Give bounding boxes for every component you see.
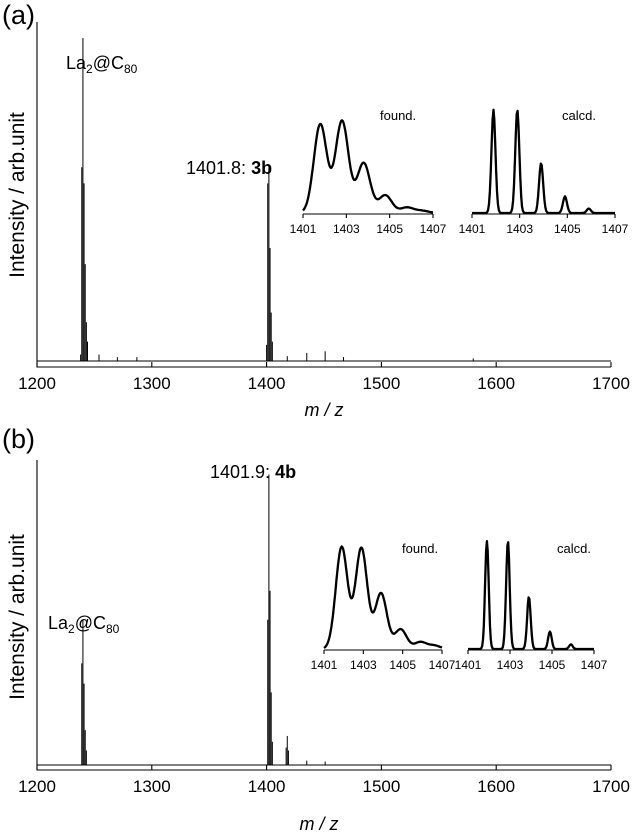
panel-b: (b) Intensity / arb.unit m / z 1200 1300 1… (2, 424, 630, 834)
panel-a-inset-calcd-tick-label-1405: 1405 (554, 222, 581, 236)
panel-b-xtick-label-1700: 1700 (592, 777, 630, 796)
panel-b-peak-compound: 4b (275, 462, 296, 482)
panel-a-peak-compound: 3b (251, 158, 272, 178)
panel-b-xtick-label-1200: 1200 (18, 777, 56, 796)
panel-b-peak-label: 1401.9: 4b (210, 462, 296, 482)
panel-b-inset-calcd-title: calcd. (557, 541, 591, 556)
panel-b-inset-found-tick-label-1403: 1403 (350, 658, 377, 672)
panel-a-inset-calcd-tick-label-1403: 1403 (506, 222, 533, 236)
panel-a-inset-calcd-title: calcd. (562, 108, 596, 123)
panel-b-inset-calcd-tick-label-1401: 1401 (455, 658, 482, 672)
panel-b-ylabel: Intensity / arb.unit (6, 534, 29, 700)
panel-b-la2c80-sub2: 2 (68, 622, 75, 636)
panel-a-label: (a) (2, 0, 35, 30)
panel-b-inset-found-tick-label-1401: 1401 (311, 658, 338, 672)
panel-a-inset-calcd-trace (471, 108, 616, 215)
panel-b-xtick-label-1400: 1400 (248, 777, 286, 796)
panel-b-peak-prefix: 1401.9: (210, 462, 275, 482)
panel-a-xlabel: m / z (305, 400, 344, 420)
panel-b-la2c80-atc: @C (75, 613, 106, 633)
panel-b-xtick-label-1500: 1500 (362, 777, 400, 796)
panel-b-inset-calcd-trace (467, 539, 595, 651)
panel-a-la2c80-la: La (66, 53, 87, 73)
panel-a-inset-found-tick-label-1407: 1407 (420, 222, 447, 236)
panel-a-inset-calcd-tick-label-1401: 1401 (459, 222, 486, 236)
panel-a-inset-found-trace (302, 119, 434, 214)
panel-a: (a) Intensity / arb.unit m / z 1200 1300 1… (2, 0, 630, 420)
panel-a-inset-found-title: found. (380, 108, 416, 123)
panel-b-inset-found-trace (323, 545, 443, 649)
panel-a-peak-label: 1401.8: 3b (186, 158, 272, 178)
panel-b-xtick-label-1600: 1600 (477, 777, 515, 796)
panel-a-la2c80-label: La2@C80 (66, 53, 138, 76)
panel-a-xtick-label-1700: 1700 (592, 374, 630, 393)
panel-b-plot: 1200 1300 1400 1500 1600 1700 (18, 460, 630, 796)
panel-b-xtick-label-1300: 1300 (133, 777, 171, 796)
panel-b-inset-calcd: 1401 1403 1405 1407 (455, 539, 608, 672)
panel-b-axes (36, 460, 611, 771)
panel-b-inset-calcd-tick-label-1407: 1407 (581, 658, 608, 672)
panel-a-inset-found-tick-label-1403: 1403 (333, 222, 360, 236)
panel-a-xtick-label-1300: 1300 (133, 374, 171, 393)
panel-a-inset-calcd: 1401 1403 1405 1407 (459, 108, 629, 236)
panel-b-inset-found-tick-label-1405: 1405 (389, 658, 416, 672)
panel-a-la2c80-atc: @C (93, 53, 124, 73)
panel-b-inset-found-tick-label-1407: 1407 (429, 658, 456, 672)
panel-b-label: (b) (2, 424, 35, 454)
panel-b-inset-found: 1401 1403 1405 1407 (311, 545, 456, 672)
panel-a-inset-found-tick-label-1401: 1401 (290, 222, 317, 236)
panel-a-peak-prefix: 1401.8: (186, 158, 251, 178)
panel-b-xlabel: m / z (300, 814, 339, 834)
panel-b-la2c80-sub80: 80 (106, 622, 120, 636)
panel-a-xtick-label-1600: 1600 (477, 374, 515, 393)
panel-a-xtick-label-1400: 1400 (248, 374, 286, 393)
panel-a-xtick-label-1200: 1200 (18, 374, 56, 393)
panel-b-inset-found-title: found. (402, 541, 438, 556)
panel-a-ylabel: Intensity / arb.unit (6, 112, 29, 278)
panel-a-inset-calcd-tick-label-1407: 1407 (602, 222, 629, 236)
panel-a-xtick-label-1500: 1500 (362, 374, 400, 393)
panel-a-la2c80-sub80: 80 (124, 62, 138, 76)
panel-a-inset-found: 1401 1403 1405 1407 (290, 119, 447, 236)
panel-a-plot: 1200 1300 1400 1500 1600 1700 (18, 22, 630, 393)
panel-b-inset-calcd-tick-label-1405: 1405 (539, 658, 566, 672)
panel-b-inset-calcd-tick-label-1403: 1403 (497, 658, 524, 672)
panel-b-la2c80-label: La2@C80 (48, 613, 120, 636)
panel-b-la2c80-la: La (48, 613, 69, 633)
panel-a-inset-found-tick-label-1405: 1405 (376, 222, 403, 236)
panel-a-la2c80-sub2: 2 (86, 62, 93, 76)
